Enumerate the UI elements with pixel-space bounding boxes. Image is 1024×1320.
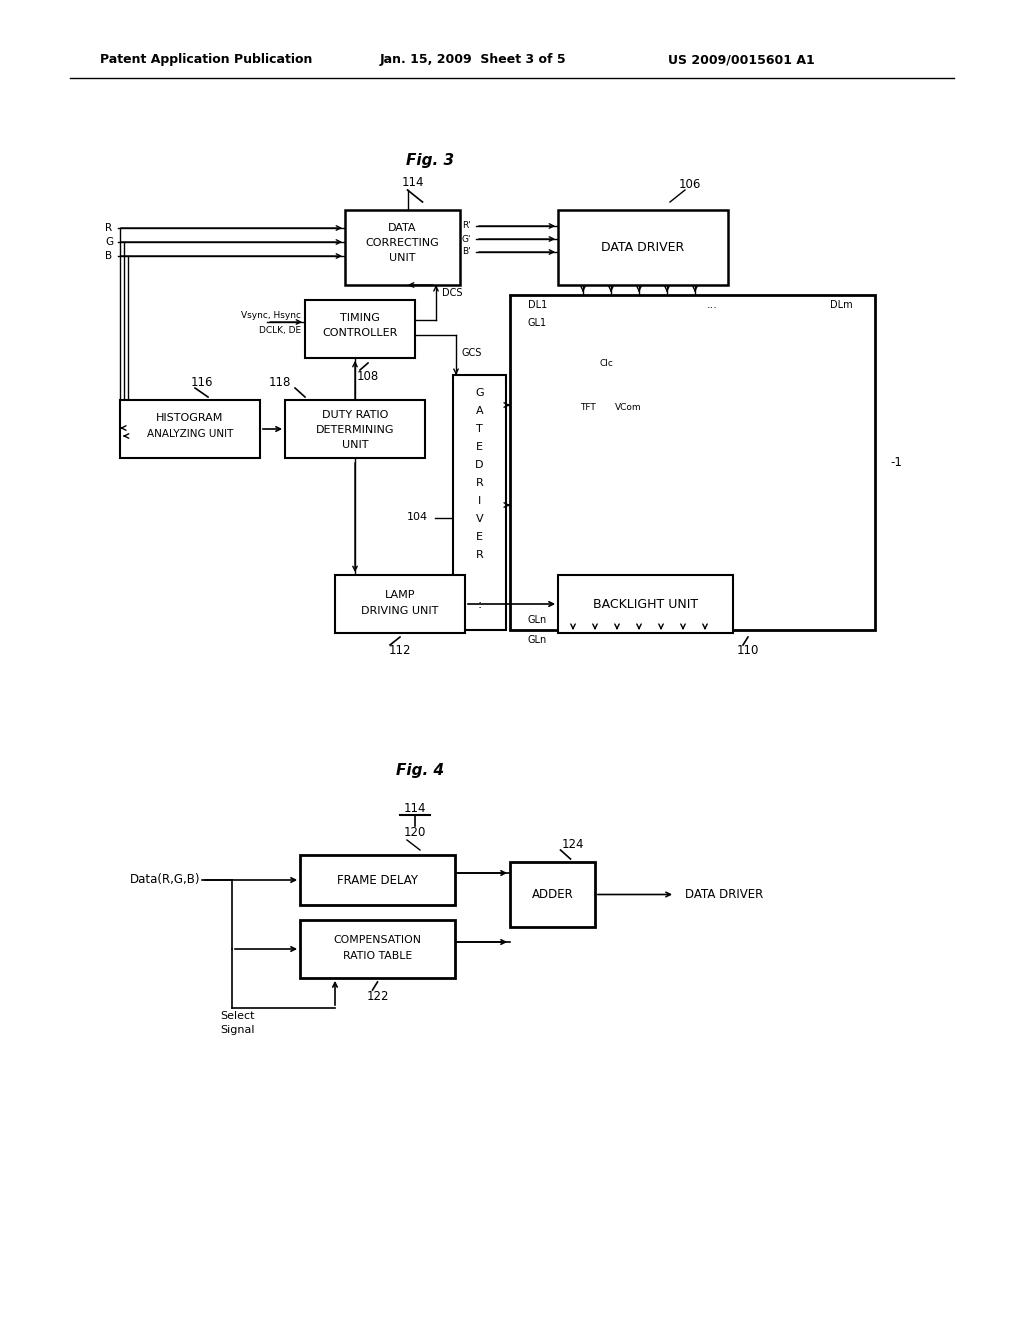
Bar bbox=[510, 294, 874, 630]
Text: DATA DRIVER: DATA DRIVER bbox=[685, 888, 763, 902]
Text: Fig. 4: Fig. 4 bbox=[396, 763, 444, 777]
Text: 122: 122 bbox=[367, 990, 389, 1002]
Text: TFT: TFT bbox=[580, 403, 596, 412]
Text: 116: 116 bbox=[190, 375, 213, 388]
Text: TIMING: TIMING bbox=[340, 313, 380, 323]
Text: B': B' bbox=[462, 248, 471, 256]
Text: CORRECTING: CORRECTING bbox=[366, 238, 439, 248]
Text: :: : bbox=[477, 598, 481, 611]
Text: US 2009/0015601 A1: US 2009/0015601 A1 bbox=[668, 54, 815, 66]
Text: GLn: GLn bbox=[528, 635, 547, 645]
Text: GCS: GCS bbox=[461, 348, 481, 358]
Text: DATA DRIVER: DATA DRIVER bbox=[601, 242, 685, 253]
Text: T: T bbox=[476, 424, 483, 434]
Text: VCom: VCom bbox=[615, 403, 642, 412]
Bar bbox=[300, 920, 455, 978]
Text: UNIT: UNIT bbox=[342, 440, 369, 450]
Text: -1: -1 bbox=[890, 455, 902, 469]
Text: FRAME DELAY: FRAME DELAY bbox=[337, 874, 418, 887]
Text: Select: Select bbox=[220, 1011, 255, 1020]
Text: HISTOGRAM: HISTOGRAM bbox=[157, 413, 223, 422]
Text: G: G bbox=[475, 388, 483, 399]
Text: CONTROLLER: CONTROLLER bbox=[323, 327, 397, 338]
Text: E: E bbox=[476, 532, 483, 543]
Text: DUTY RATIO: DUTY RATIO bbox=[322, 411, 388, 420]
Bar bbox=[305, 300, 415, 358]
Text: E: E bbox=[476, 442, 483, 451]
Bar bbox=[558, 576, 733, 634]
Text: 110: 110 bbox=[737, 644, 759, 657]
Bar bbox=[510, 862, 595, 927]
Text: DLm: DLm bbox=[830, 300, 853, 310]
Text: 104: 104 bbox=[407, 512, 428, 523]
Text: Data(R,G,B): Data(R,G,B) bbox=[129, 874, 200, 887]
Text: DETERMINING: DETERMINING bbox=[315, 425, 394, 436]
Text: Patent Application Publication: Patent Application Publication bbox=[100, 54, 312, 66]
Text: R: R bbox=[475, 478, 483, 488]
Text: Vsync, Hsync: Vsync, Hsync bbox=[241, 312, 301, 321]
Text: BACKLIGHT UNIT: BACKLIGHT UNIT bbox=[593, 598, 698, 610]
Text: A: A bbox=[476, 407, 483, 416]
Text: DL1: DL1 bbox=[528, 300, 547, 310]
Text: 120: 120 bbox=[403, 825, 426, 838]
Text: G: G bbox=[104, 238, 113, 247]
Text: 118: 118 bbox=[269, 375, 291, 388]
Text: Signal: Signal bbox=[220, 1026, 255, 1035]
Text: 106: 106 bbox=[679, 178, 701, 191]
Bar bbox=[300, 855, 455, 906]
Text: ADDER: ADDER bbox=[531, 888, 573, 902]
Text: 114: 114 bbox=[401, 176, 424, 189]
Text: RATIO TABLE: RATIO TABLE bbox=[343, 950, 412, 961]
Text: 124: 124 bbox=[561, 837, 584, 850]
Bar bbox=[345, 210, 460, 285]
Text: Jan. 15, 2009  Sheet 3 of 5: Jan. 15, 2009 Sheet 3 of 5 bbox=[380, 54, 566, 66]
Bar bbox=[453, 375, 506, 630]
Text: Clc: Clc bbox=[600, 359, 613, 367]
Bar bbox=[335, 576, 465, 634]
Text: GLn: GLn bbox=[528, 615, 547, 624]
Text: DRIVING UNIT: DRIVING UNIT bbox=[361, 606, 438, 616]
Text: R': R' bbox=[462, 222, 471, 231]
Text: V: V bbox=[476, 513, 483, 524]
Text: UNIT: UNIT bbox=[389, 253, 416, 263]
Text: B: B bbox=[105, 251, 113, 261]
Text: COMPENSATION: COMPENSATION bbox=[334, 935, 422, 945]
Text: I: I bbox=[478, 496, 481, 506]
Bar bbox=[285, 400, 425, 458]
Text: ...: ... bbox=[707, 300, 718, 310]
Text: GL1: GL1 bbox=[528, 318, 547, 327]
Text: R: R bbox=[105, 223, 113, 234]
Text: Fig. 3: Fig. 3 bbox=[406, 153, 454, 168]
Text: 112: 112 bbox=[389, 644, 412, 657]
Text: DATA: DATA bbox=[388, 223, 417, 234]
Bar bbox=[120, 400, 260, 458]
Text: LAMP: LAMP bbox=[385, 590, 416, 601]
Text: DCLK, DE: DCLK, DE bbox=[259, 326, 301, 335]
Text: ANALYZING UNIT: ANALYZING UNIT bbox=[146, 429, 233, 440]
Text: R: R bbox=[475, 550, 483, 560]
Text: DCS: DCS bbox=[442, 288, 463, 298]
Text: 114: 114 bbox=[403, 801, 426, 814]
Text: D: D bbox=[475, 459, 483, 470]
Text: 108: 108 bbox=[357, 370, 379, 383]
Bar bbox=[558, 210, 728, 285]
Text: G': G' bbox=[462, 235, 471, 243]
